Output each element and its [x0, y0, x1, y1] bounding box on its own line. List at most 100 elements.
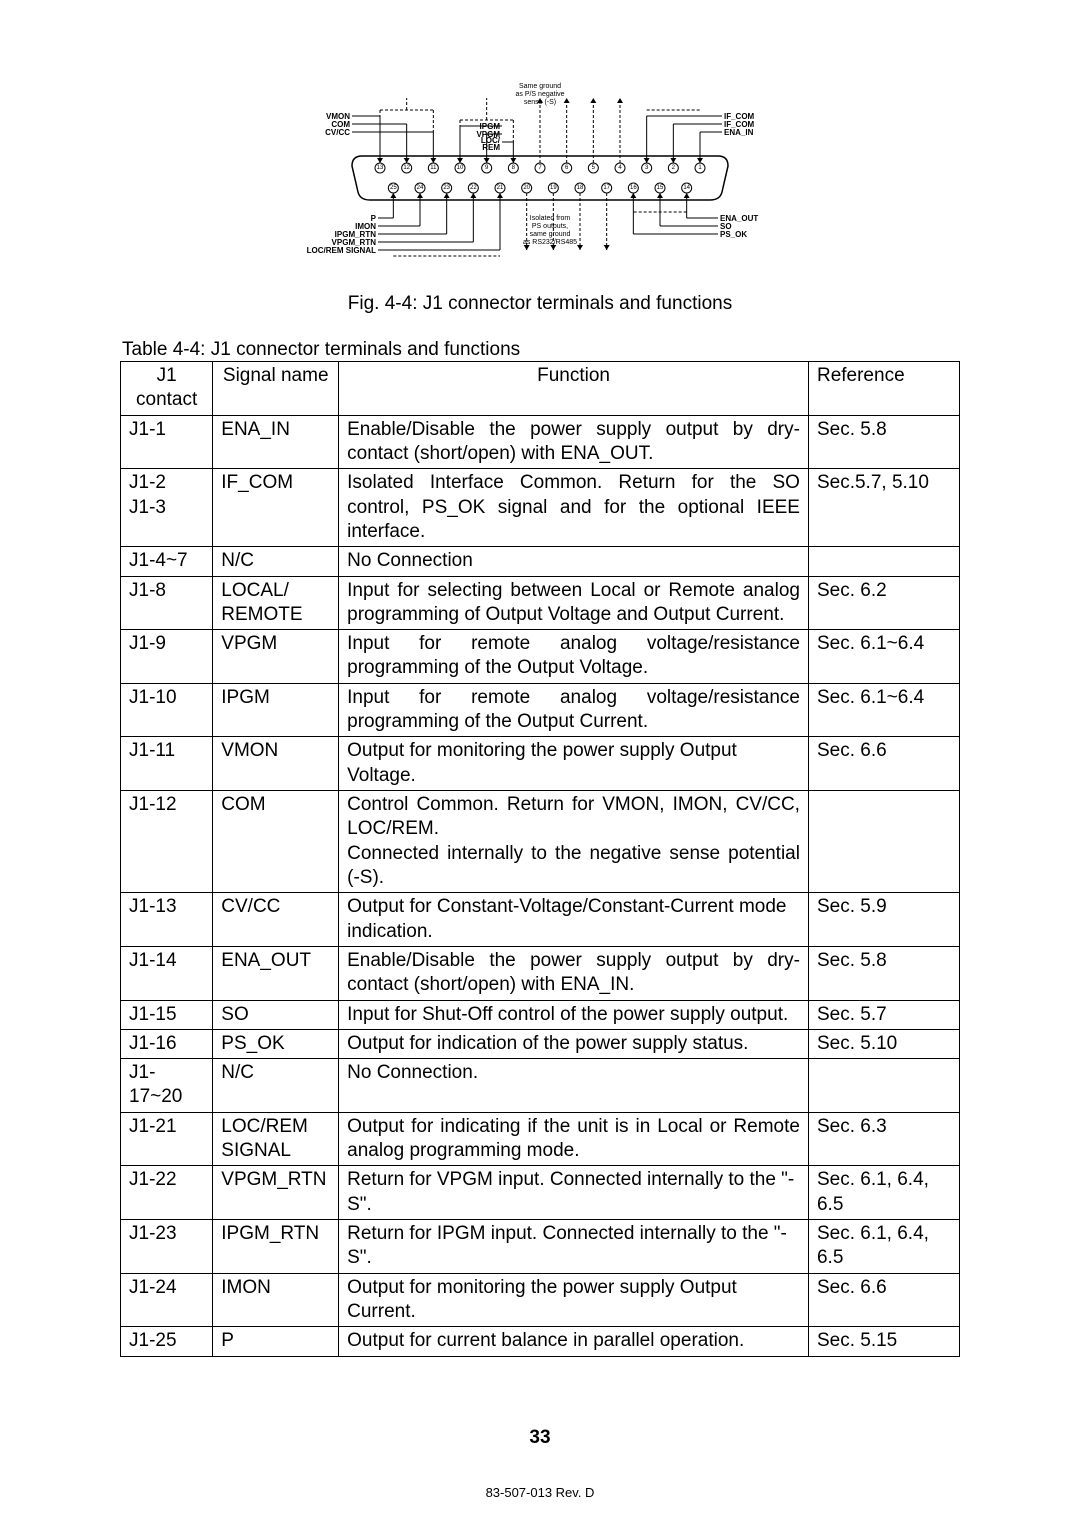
cell-contact: J1-12	[121, 791, 213, 893]
svg-text:19: 19	[550, 185, 557, 191]
table-header-row: J1 contact Signal name Function Referenc…	[121, 362, 960, 416]
cell-contact: J1-13	[121, 893, 213, 947]
table-row: J1-9VPGMInput for remote analog voltage/…	[121, 630, 960, 684]
cell-function: Output for monitoring the power supply O…	[339, 737, 809, 791]
svg-text:7: 7	[538, 165, 542, 171]
table-row: J1-1ENA_INEnable/Disable the power suppl…	[121, 415, 960, 469]
table-row: J1-15SOInput for Shut-Off control of the…	[121, 1000, 960, 1029]
cell-signal: ENA_IN	[213, 415, 339, 469]
svg-text:PS_OK: PS_OK	[720, 230, 747, 239]
svg-text:as P/S negative: as P/S negative	[515, 91, 564, 98]
cell-signal: ENA_OUT	[213, 946, 339, 1000]
page-number: 33	[120, 1427, 960, 1449]
cell-contact: J1-23	[121, 1220, 213, 1274]
header-contact: J1 contact	[121, 362, 213, 416]
cell-contact: J1-1	[121, 415, 213, 469]
cell-signal: IF_COM	[213, 469, 339, 547]
cell-reference: Sec. 6.6	[808, 737, 959, 791]
cell-function: Return for VPGM input. Connected interna…	[339, 1166, 809, 1220]
table-row: J1-14ENA_OUTEnable/Disable the power sup…	[121, 946, 960, 1000]
cell-signal: IMON	[213, 1273, 339, 1327]
cell-signal: IPGM_RTN	[213, 1220, 339, 1274]
table-row: J1-4~7N/CNo Connection	[121, 547, 960, 576]
table-caption: Table 4-4: J1 connector terminals and fu…	[120, 339, 960, 361]
cell-reference	[808, 1059, 959, 1113]
footer-rev: 83-507-013 Rev. D	[120, 1485, 960, 1500]
svg-text:13: 13	[377, 165, 384, 171]
cell-function: Output for Constant-Voltage/Constant-Cur…	[339, 893, 809, 947]
cell-reference: Sec.5.7, 5.10	[808, 469, 959, 547]
table-row: J1-10IPGMInput for remote analog voltage…	[121, 683, 960, 737]
cell-function: Enable/Disable the power supply output b…	[339, 946, 809, 1000]
cell-contact: J1-16	[121, 1029, 213, 1058]
cell-signal: VPGM_RTN	[213, 1166, 339, 1220]
cell-function: Input for remote analog voltage/resistan…	[339, 630, 809, 684]
svg-text:5: 5	[592, 165, 596, 171]
cell-contact: J1-22	[121, 1166, 213, 1220]
table-row: J1-16PS_OKOutput for indication of the p…	[121, 1029, 960, 1058]
svg-text:REM: REM	[482, 143, 500, 152]
table-row: J1-25POutput for current balance in para…	[121, 1327, 960, 1356]
cell-reference: Sec. 5.15	[808, 1327, 959, 1356]
svg-text:21: 21	[497, 185, 504, 191]
cell-signal: SO	[213, 1000, 339, 1029]
cell-reference	[808, 791, 959, 893]
cell-reference: Sec. 5.8	[808, 415, 959, 469]
svg-text:12: 12	[403, 165, 410, 171]
svg-text:CV/CC: CV/CC	[325, 128, 350, 137]
j1-table: J1 contact Signal name Function Referenc…	[120, 361, 960, 1357]
cell-contact: J1-15	[121, 1000, 213, 1029]
cell-function: Input for selecting between Local or Rem…	[339, 576, 809, 630]
cell-reference: Sec. 5.9	[808, 893, 959, 947]
cell-function: Output for indication of the power suppl…	[339, 1029, 809, 1058]
table-row: J1-17~20N/CNo Connection.	[121, 1059, 960, 1113]
svg-text:PS outputs,: PS outputs,	[532, 223, 568, 230]
table-row: J1-24IMONOutput for monitoring the power…	[121, 1273, 960, 1327]
cell-function: No Connection.	[339, 1059, 809, 1113]
header-function: Function	[339, 362, 809, 416]
svg-text:14: 14	[683, 185, 690, 191]
cell-signal: LOCAL/ REMOTE	[213, 576, 339, 630]
svg-text:1: 1	[698, 165, 702, 171]
cell-contact: J1-10	[121, 683, 213, 737]
svg-text:ENA_IN: ENA_IN	[724, 128, 754, 137]
cell-signal: LOC/REM SIGNAL	[213, 1112, 339, 1166]
cell-function: Output for current balance in parallel o…	[339, 1327, 809, 1356]
cell-contact: J1-2 J1-3	[121, 469, 213, 547]
table-row: J1-23IPGM_RTNReturn for IPGM input. Conn…	[121, 1220, 960, 1274]
svg-text:25: 25	[390, 185, 397, 191]
cell-contact: J1-4~7	[121, 547, 213, 576]
cell-function: No Connection	[339, 547, 809, 576]
header-signal: Signal name	[213, 362, 339, 416]
cell-signal: COM	[213, 791, 339, 893]
table-row: J1-2 J1-3IF_COMIsolated Interface Common…	[121, 469, 960, 547]
cell-contact: J1-11	[121, 737, 213, 791]
cell-signal: P	[213, 1327, 339, 1356]
svg-text:24: 24	[417, 185, 424, 191]
cell-signal: CV/CC	[213, 893, 339, 947]
cell-contact: J1-8	[121, 576, 213, 630]
svg-text:same ground: same ground	[530, 231, 571, 238]
cell-function: Output for indicating if the unit is in …	[339, 1112, 809, 1166]
cell-reference: Sec. 6.2	[808, 576, 959, 630]
svg-text:LOC/REM SIGNAL: LOC/REM SIGNAL	[307, 246, 376, 255]
cell-function: Return for IPGM input. Connected interna…	[339, 1220, 809, 1274]
svg-text:as RS232/RS485: as RS232/RS485	[523, 239, 577, 246]
cell-reference: Sec. 6.1, 6.4, 6.5	[808, 1166, 959, 1220]
table-row: J1-22VPGM_RTNReturn for VPGM input. Conn…	[121, 1166, 960, 1220]
cell-contact: J1-17~20	[121, 1059, 213, 1113]
cell-reference: Sec. 5.8	[808, 946, 959, 1000]
cell-signal: N/C	[213, 1059, 339, 1113]
svg-text:18: 18	[577, 185, 584, 191]
table-row: J1-11VMONOutput for monitoring the power…	[121, 737, 960, 791]
cell-reference: Sec. 5.7	[808, 1000, 959, 1029]
cell-contact: J1-25	[121, 1327, 213, 1356]
cell-reference: Sec. 6.1~6.4	[808, 683, 959, 737]
cell-contact: J1-9	[121, 630, 213, 684]
cell-signal: IPGM	[213, 683, 339, 737]
svg-text:3: 3	[645, 165, 649, 171]
svg-text:8: 8	[512, 165, 516, 171]
header-reference: Reference	[808, 362, 959, 416]
svg-text:sense (-S): sense (-S)	[524, 99, 556, 106]
cell-contact: J1-21	[121, 1112, 213, 1166]
